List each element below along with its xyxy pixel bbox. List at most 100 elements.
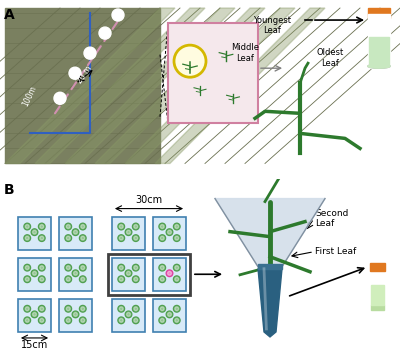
Polygon shape — [65, 8, 235, 164]
Circle shape — [40, 307, 44, 311]
Circle shape — [65, 235, 72, 241]
Circle shape — [160, 277, 164, 281]
Circle shape — [159, 276, 166, 282]
Circle shape — [174, 45, 206, 77]
Circle shape — [175, 307, 179, 311]
Text: Oldest
Leaf: Oldest Leaf — [316, 48, 344, 67]
Circle shape — [119, 307, 123, 311]
Bar — [370, 263, 385, 271]
Circle shape — [134, 225, 138, 228]
Circle shape — [175, 318, 179, 322]
Bar — [153, 299, 186, 332]
Circle shape — [25, 266, 29, 270]
Circle shape — [126, 271, 130, 275]
Bar — [59, 217, 92, 250]
Circle shape — [159, 223, 166, 230]
Text: Second
Leaf: Second Leaf — [315, 209, 348, 228]
Text: 20 m: 20 m — [76, 64, 94, 85]
Circle shape — [74, 312, 78, 316]
Circle shape — [38, 306, 45, 312]
Circle shape — [80, 317, 86, 324]
Circle shape — [159, 306, 166, 312]
Circle shape — [31, 270, 38, 277]
Circle shape — [38, 276, 45, 282]
Circle shape — [175, 266, 179, 270]
Circle shape — [65, 264, 72, 271]
Circle shape — [84, 47, 96, 59]
Circle shape — [174, 317, 180, 324]
Circle shape — [134, 318, 138, 322]
Circle shape — [175, 277, 179, 281]
Polygon shape — [5, 8, 175, 164]
Circle shape — [81, 307, 85, 311]
Circle shape — [119, 266, 123, 270]
Circle shape — [159, 235, 166, 241]
Text: 15cm: 15cm — [21, 340, 48, 350]
Circle shape — [80, 235, 86, 241]
Circle shape — [81, 266, 85, 270]
Circle shape — [31, 311, 38, 318]
Circle shape — [119, 225, 123, 228]
Circle shape — [72, 311, 79, 318]
Polygon shape — [258, 269, 282, 337]
Circle shape — [38, 264, 45, 271]
Text: Middle
Leaf: Middle Leaf — [231, 43, 259, 62]
Polygon shape — [215, 198, 325, 267]
Circle shape — [175, 225, 179, 228]
Circle shape — [99, 27, 111, 39]
Circle shape — [134, 236, 138, 240]
Text: Youngest
Leaf: Youngest Leaf — [253, 16, 291, 35]
Circle shape — [160, 307, 164, 311]
Circle shape — [65, 306, 72, 312]
Circle shape — [160, 266, 164, 270]
Circle shape — [118, 306, 124, 312]
Circle shape — [80, 223, 86, 230]
Circle shape — [54, 92, 66, 104]
Circle shape — [132, 276, 139, 282]
Circle shape — [25, 236, 29, 240]
Circle shape — [159, 317, 166, 324]
Circle shape — [119, 236, 123, 240]
Circle shape — [132, 235, 139, 241]
Circle shape — [65, 317, 72, 324]
Circle shape — [134, 277, 138, 281]
Circle shape — [118, 235, 124, 241]
Bar — [18, 217, 51, 250]
Circle shape — [174, 306, 180, 312]
Circle shape — [134, 307, 138, 311]
Circle shape — [134, 266, 138, 270]
Text: 30cm: 30cm — [136, 195, 162, 205]
Text: B: B — [4, 182, 15, 196]
Polygon shape — [155, 8, 325, 164]
Circle shape — [126, 230, 130, 234]
Ellipse shape — [368, 64, 390, 68]
Circle shape — [69, 67, 81, 79]
Circle shape — [32, 271, 36, 275]
Circle shape — [168, 230, 172, 234]
Circle shape — [66, 266, 70, 270]
Circle shape — [65, 223, 72, 230]
Polygon shape — [370, 265, 385, 310]
Circle shape — [24, 317, 30, 324]
Circle shape — [74, 230, 78, 234]
Circle shape — [66, 236, 70, 240]
Bar — [112, 299, 145, 332]
Circle shape — [31, 229, 38, 236]
Circle shape — [125, 270, 132, 277]
Circle shape — [112, 9, 124, 21]
Bar — [59, 258, 92, 291]
Circle shape — [125, 311, 132, 318]
Circle shape — [126, 312, 130, 316]
Circle shape — [40, 236, 44, 240]
Circle shape — [80, 306, 86, 312]
Circle shape — [38, 223, 45, 230]
Circle shape — [32, 312, 36, 316]
Text: 100m: 100m — [21, 85, 39, 108]
Circle shape — [159, 264, 166, 271]
Circle shape — [25, 277, 29, 281]
Bar — [153, 258, 186, 291]
Bar — [18, 258, 51, 291]
Circle shape — [166, 229, 173, 236]
Polygon shape — [371, 305, 384, 310]
Circle shape — [166, 270, 173, 277]
